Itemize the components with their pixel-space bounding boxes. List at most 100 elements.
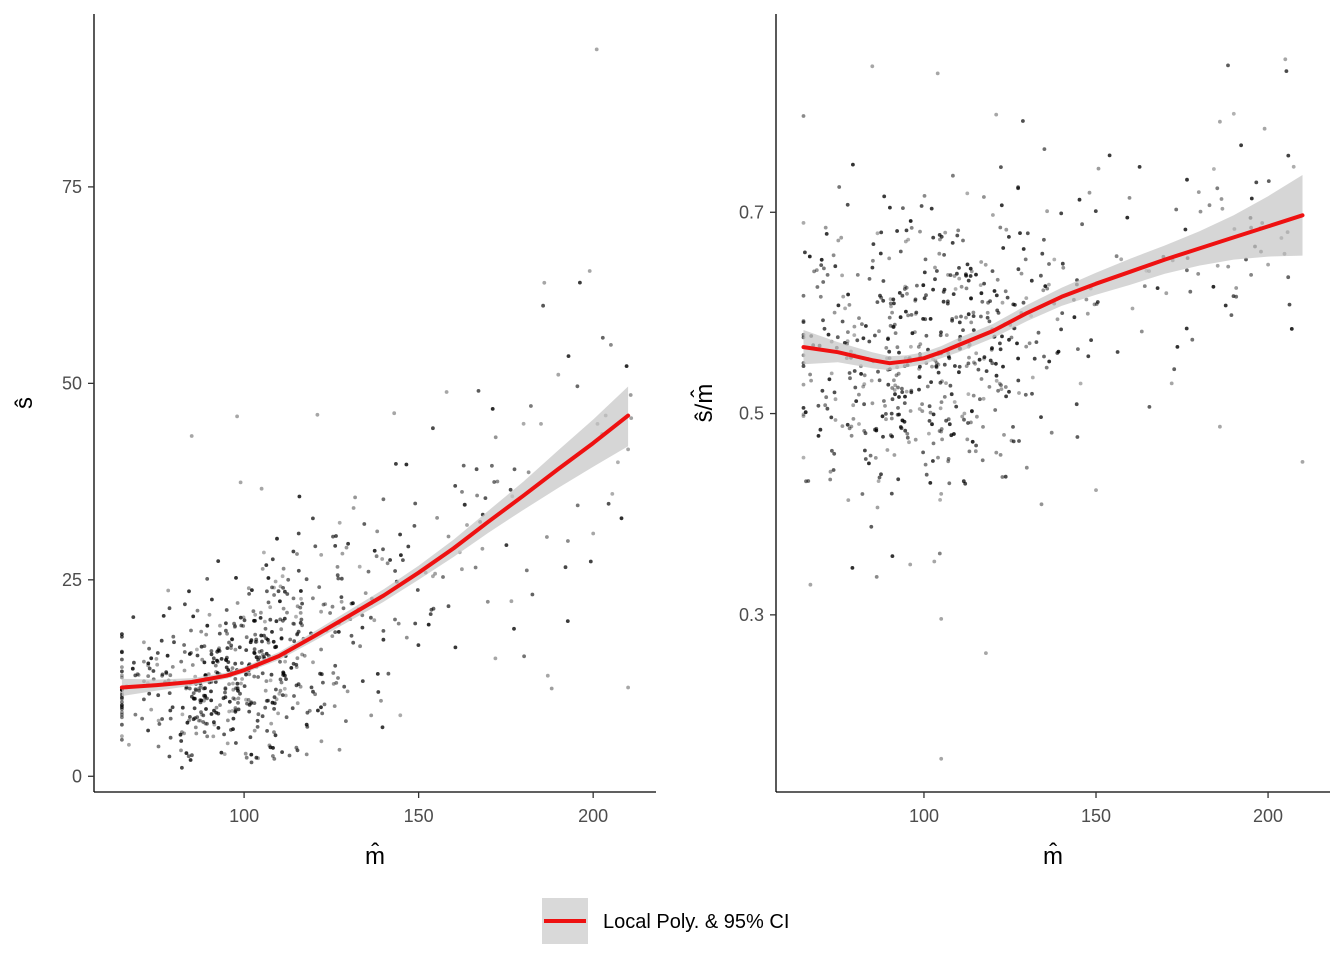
data-point [1190,337,1195,342]
data-point [894,373,899,378]
data-point [953,364,957,368]
data-point [290,706,295,711]
data-point [864,324,868,328]
data-point [1024,465,1029,470]
data-point [966,421,970,425]
data-point [1185,268,1189,273]
data-point [885,448,890,452]
data-point [195,608,200,613]
data-point [233,661,238,666]
data-point [281,606,286,611]
outlier-point [939,617,944,621]
data-point [873,427,877,432]
data-point [182,731,187,736]
data-point [892,301,896,306]
data-point [934,365,939,370]
data-point [415,588,420,592]
data-point [840,319,845,324]
data-point [197,688,202,693]
data-point [369,615,373,620]
data-point [1196,190,1201,195]
data-point [199,712,204,717]
data-point [311,660,315,665]
data-point [918,342,923,346]
data-point [1198,209,1203,214]
data-point [276,711,280,716]
data-point [120,675,124,680]
data-point [263,619,267,624]
data-point [214,705,219,710]
data-point [939,427,944,431]
data-point [431,606,436,611]
data-point [257,649,262,654]
data-point [1254,180,1259,185]
data-point [1229,313,1234,317]
outlier-point [846,498,851,502]
data-point [120,669,124,674]
data-point [616,460,620,465]
data-point [247,672,252,677]
data-point [825,406,830,411]
data-point [971,314,976,318]
data-point [230,637,234,642]
data-point [998,225,1003,230]
data-point [376,690,381,694]
data-point [851,162,855,167]
data-point [907,440,911,445]
data-point [205,623,210,628]
data-point [1023,392,1028,397]
data-point [928,317,933,321]
data-point [1089,338,1093,342]
data-point [171,634,176,639]
local-poly-line [119,413,631,690]
data-point [209,698,214,703]
data-point [886,336,890,341]
data-point [893,383,898,388]
data-point [253,632,258,637]
data-point [896,385,900,390]
data-point [242,618,247,623]
data-point [133,712,138,717]
data-point [902,287,907,291]
data-point [381,637,386,642]
data-point [244,672,248,677]
data-point [999,203,1004,208]
outlier-point [587,269,592,273]
data-point [994,378,999,383]
data-point [978,283,983,287]
outlier-point [1218,119,1222,124]
data-point [131,615,136,619]
data-point [957,320,962,325]
data-point [223,695,228,700]
data-point [283,673,287,678]
data-point [1196,272,1201,276]
data-point [255,725,260,729]
data-point [970,409,974,414]
data-point [867,277,872,281]
data-point [892,388,897,392]
data-point [291,596,296,601]
data-point [975,414,979,419]
data-point [873,456,878,460]
data-point [886,337,890,341]
data-point [1023,257,1028,262]
data-point [269,672,274,677]
data-point [490,463,494,468]
outlier-point [1218,424,1222,429]
data-point [953,287,958,291]
data-point [871,242,876,247]
data-point [230,666,235,670]
data-point [346,541,350,546]
data-point [821,280,826,284]
data-point [363,591,368,595]
data-point [1021,247,1026,251]
data-point [337,747,342,752]
data-point [252,674,257,679]
data-point [847,371,852,375]
data-point [231,716,236,721]
data-point [949,392,954,397]
data-point [895,229,899,233]
data-point [284,715,289,720]
data-point [1215,186,1220,191]
data-point [460,490,464,494]
